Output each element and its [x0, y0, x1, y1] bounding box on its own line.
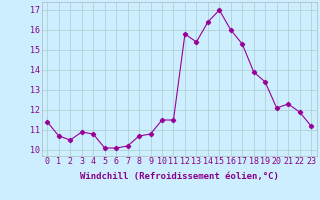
X-axis label: Windchill (Refroidissement éolien,°C): Windchill (Refroidissement éolien,°C): [80, 172, 279, 181]
